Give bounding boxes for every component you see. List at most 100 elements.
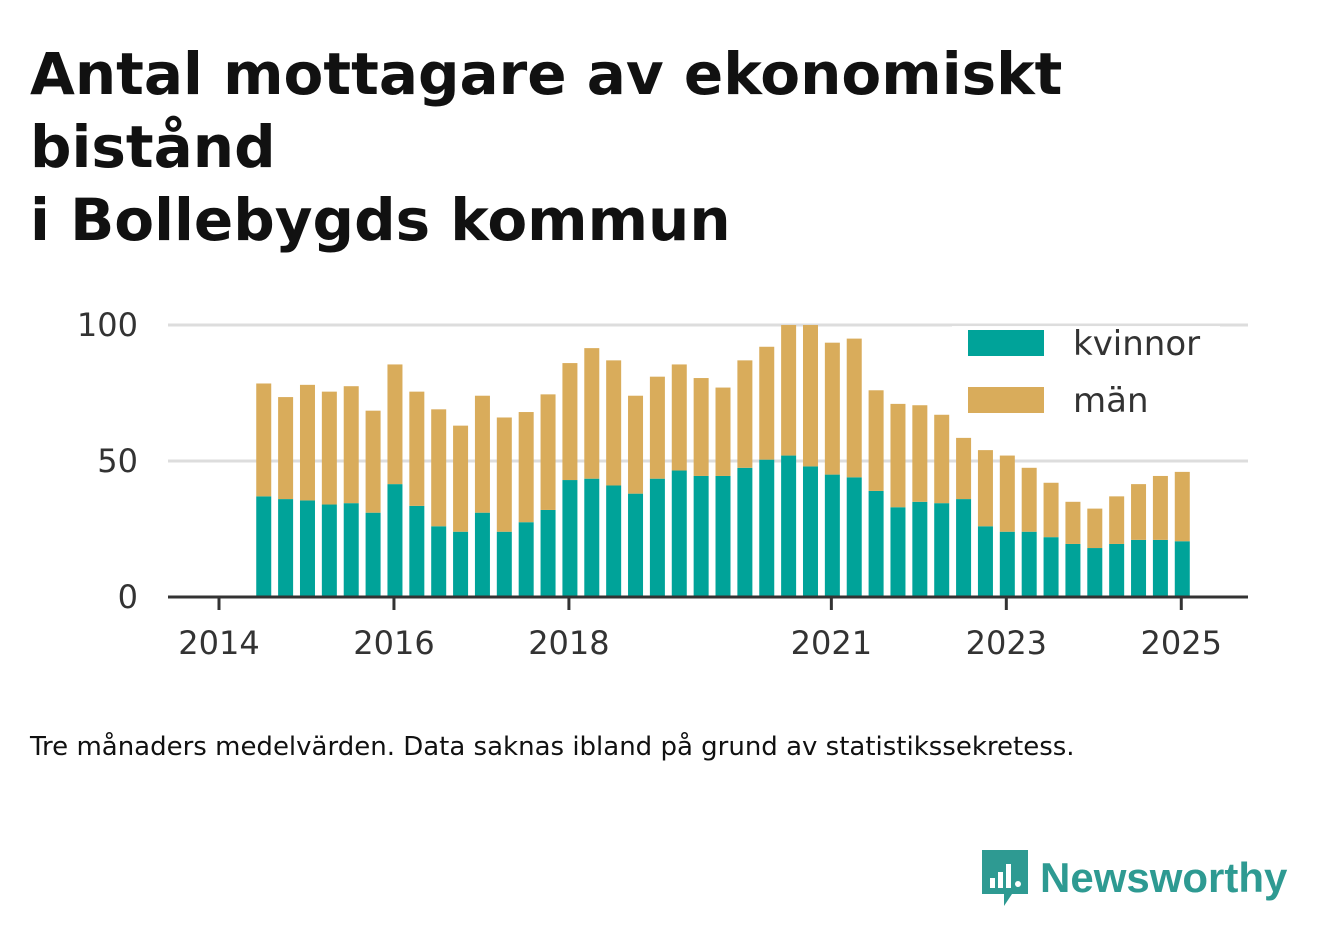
bar-män [999,455,1015,532]
bar-män [278,397,294,500]
bar-män [781,325,797,456]
brand-logo: Newsworthy [980,848,1287,908]
bar-kvinnor [759,459,775,597]
bar-män [453,425,469,532]
newsworthy-logo-icon [982,850,1028,906]
bar-män [299,384,315,501]
bar-kvinnor [518,522,534,597]
bar-män [628,395,644,494]
legend-swatch-män [968,387,1044,413]
bar-kvinnor [365,512,381,597]
bar-kvinnor [999,531,1015,597]
y-tick-label: 50 [97,442,138,480]
bar-män [256,383,272,497]
bar-män [693,378,709,476]
bar-kvinnor [431,526,447,597]
bar-kvinnor [671,470,687,597]
bar-kvinnor [1087,548,1103,597]
bar-män [1065,501,1081,544]
bar-kvinnor [890,507,906,597]
bar-kvinnor [977,526,993,597]
bar-män [1087,508,1103,549]
bar-kvinnor [343,503,359,597]
bar-kvinnor [956,499,972,597]
bar-kvinnor [606,485,622,597]
bar-kvinnor [693,475,709,597]
bar-kvinnor [649,478,665,597]
bar-kvinnor [584,478,600,597]
chart-title-line-2: i Bollebygds kommun [30,186,731,254]
y-tick-label: 0 [118,578,138,616]
bar-män [343,386,359,504]
bar-män [496,417,512,532]
bar-kvinnor [278,499,294,597]
bar-kvinnor [912,501,928,597]
bar-män [956,437,972,500]
x-tick-label: 2016 [353,624,434,662]
bar-män [890,403,906,508]
bar-män [868,390,884,491]
bar-kvinnor [256,496,272,597]
bar-män [912,405,928,502]
bar-män [409,391,425,506]
x-tick-label: 2018 [528,624,609,662]
bar-män [759,346,775,460]
bar-män [562,363,578,481]
bar-kvinnor [474,512,490,597]
bar-kvinnor [802,466,818,597]
bar-kvinnor [409,505,425,597]
bar-kvinnor [1131,539,1147,597]
bar-kvinnor [453,531,469,597]
bar-män [977,450,993,527]
chart-title: Antal mottagare av ekonomiskt bistånd i … [30,38,1300,257]
x-tick-label: 2023 [966,624,1047,662]
bar-kvinnor [496,531,512,597]
brand-name: Newsworthy [1040,854,1288,901]
bar-kvinnor [1152,539,1168,597]
bar-kvinnor [737,467,753,597]
bar-män [387,364,403,485]
bar-män [1109,496,1125,544]
bar-kvinnor [846,477,862,597]
legend-label-kvinnor: kvinnor [1073,324,1200,364]
bar-män [737,360,753,468]
bar-kvinnor [934,503,950,597]
axes: 0 50 100 2014 2016 2018 2021 2023 2025 [77,306,1248,662]
bar-män [671,364,687,471]
bar-kvinnor [540,509,556,597]
bar-män [474,395,490,513]
bar-män [846,338,862,478]
x-tick-label: 2014 [178,624,259,662]
legend-label-män: män [1073,381,1149,421]
x-tick-label: 2021 [791,624,872,662]
y-tick-label: 100 [77,306,138,344]
bar-män [1131,484,1147,540]
bar-kvinnor [715,475,731,597]
bar-män [584,348,600,479]
bar-män [1174,471,1190,542]
bar-män [1021,467,1037,532]
x-tick-label: 2025 [1141,624,1222,662]
bar-kvinnor [824,474,840,597]
bar-kvinnor [387,484,403,597]
bar-män [715,387,731,476]
bar-män [824,342,840,475]
bar-kvinnor [781,455,797,597]
bar-män [365,410,381,513]
bar-kvinnor [1021,531,1037,597]
bar-män [540,394,556,510]
bar-kvinnor [628,493,644,597]
legend: kvinnor män [952,324,1220,434]
legend-swatch-kvinnor [968,330,1044,356]
bar-kvinnor [1043,537,1059,597]
bar-män [431,409,447,527]
bar-kvinnor [299,500,315,597]
bar-kvinnor [321,504,337,597]
bar-män [1043,482,1059,538]
bar-män [606,360,622,486]
bar-män [518,412,534,523]
bar-män [1152,475,1168,540]
bar-kvinnor [1109,543,1125,597]
bar-män [934,414,950,504]
